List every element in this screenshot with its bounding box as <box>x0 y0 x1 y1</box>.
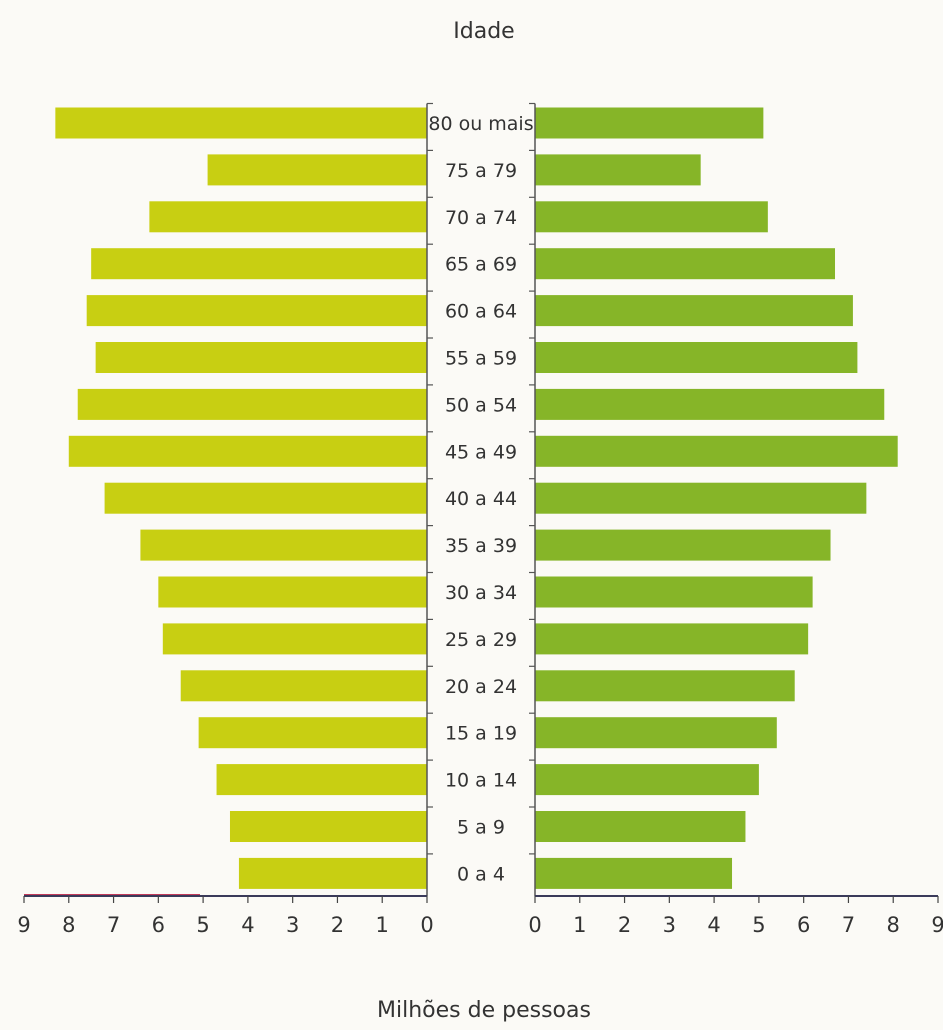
bar-right <box>535 107 764 139</box>
x-tick-label-left: 2 <box>331 913 344 937</box>
bar-right <box>535 248 836 280</box>
x-tick-label-right: 5 <box>752 913 765 937</box>
x-tick-label-right: 6 <box>797 913 810 937</box>
x-tick-label-left: 6 <box>152 913 165 937</box>
age-group-label: 45 a 49 <box>445 441 517 463</box>
bar-right <box>535 670 795 702</box>
x-tick-label-left: 8 <box>62 913 75 937</box>
age-group-label: 0 a 4 <box>457 863 505 885</box>
x-tick-label-left: 7 <box>107 913 120 937</box>
bar-left <box>104 482 427 514</box>
bar-left <box>91 248 428 280</box>
axes: 9 8 7 6 5 4 3 2 1 0 0 1 2 3 4 5 6 7 8 9 <box>17 102 943 937</box>
right-series <box>535 107 898 889</box>
x-tick-label-left: 4 <box>241 913 254 937</box>
age-group-label: 20 a 24 <box>445 676 517 698</box>
age-group-label: 60 a 64 <box>445 301 517 323</box>
age-group-label: 25 a 29 <box>445 629 517 651</box>
x-axis-label: Milhões de pessoas <box>377 998 591 1023</box>
bar-left <box>162 623 428 655</box>
age-group-label: 55 a 59 <box>445 348 517 370</box>
x-tick-label-right: 7 <box>842 913 855 937</box>
age-group-label: 70 a 74 <box>445 207 517 229</box>
bar-right <box>535 342 858 373</box>
age-group-label: 30 a 34 <box>445 582 517 604</box>
age-group-label: 15 a 19 <box>445 723 517 745</box>
bar-right <box>535 529 831 561</box>
bar-right <box>535 811 746 842</box>
x-tick-label-right: 2 <box>618 913 631 937</box>
bar-left <box>95 342 428 373</box>
x-tick-label-right: 4 <box>707 913 720 937</box>
bar-left <box>180 670 427 702</box>
bar-left <box>140 529 427 561</box>
bar-left <box>68 435 428 467</box>
bar-right <box>535 435 898 467</box>
bar-right <box>535 576 813 608</box>
x-tick-label-left: 1 <box>376 913 389 937</box>
x-tick-label-left: 0 <box>420 913 433 937</box>
bar-left <box>149 201 427 233</box>
x-tick-label-right: 0 <box>528 913 541 937</box>
x-tick-label-left: 9 <box>17 913 30 937</box>
bar-right <box>535 295 853 327</box>
bar-right <box>535 717 777 749</box>
bar-right <box>535 201 768 233</box>
bar-left <box>207 154 427 186</box>
bar-left <box>198 717 427 749</box>
age-group-label: 75 a 79 <box>445 160 517 182</box>
age-group-label: 65 a 69 <box>445 254 517 276</box>
age-group-label: 5 a 9 <box>457 817 505 839</box>
bar-left <box>238 857 427 889</box>
age-group-label: 50 a 54 <box>445 394 517 416</box>
x-tick-label-right: 1 <box>573 913 586 937</box>
age-group-label: 40 a 44 <box>445 488 517 510</box>
bar-left <box>229 811 427 842</box>
x-tick-label-right: 3 <box>663 913 676 937</box>
bar-left <box>158 576 428 608</box>
bar-right <box>535 857 733 889</box>
bar-right <box>535 154 701 186</box>
x-tick-label-right: 9 <box>931 913 943 937</box>
bar-right <box>535 388 885 420</box>
bar-left <box>86 295 427 327</box>
x-tick-label-left: 5 <box>196 913 209 937</box>
x-tick-label-left: 3 <box>286 913 299 937</box>
bar-right <box>535 482 867 514</box>
bar-right <box>535 623 809 655</box>
left-series <box>55 107 428 889</box>
age-group-label: 35 a 39 <box>445 535 517 557</box>
bar-left <box>77 388 427 420</box>
bar-left <box>55 107 427 139</box>
bar-left <box>216 764 427 796</box>
x-tick-label-right: 8 <box>887 913 900 937</box>
age-group-labels: 80 ou mais 75 a 79 70 a 74 65 a 69 60 a 64 55… <box>428 113 533 885</box>
bar-right <box>535 764 759 796</box>
age-group-label: 10 a 14 <box>445 770 517 792</box>
chart-title: Idade <box>453 19 514 44</box>
age-group-label: 80 ou mais <box>428 113 533 135</box>
